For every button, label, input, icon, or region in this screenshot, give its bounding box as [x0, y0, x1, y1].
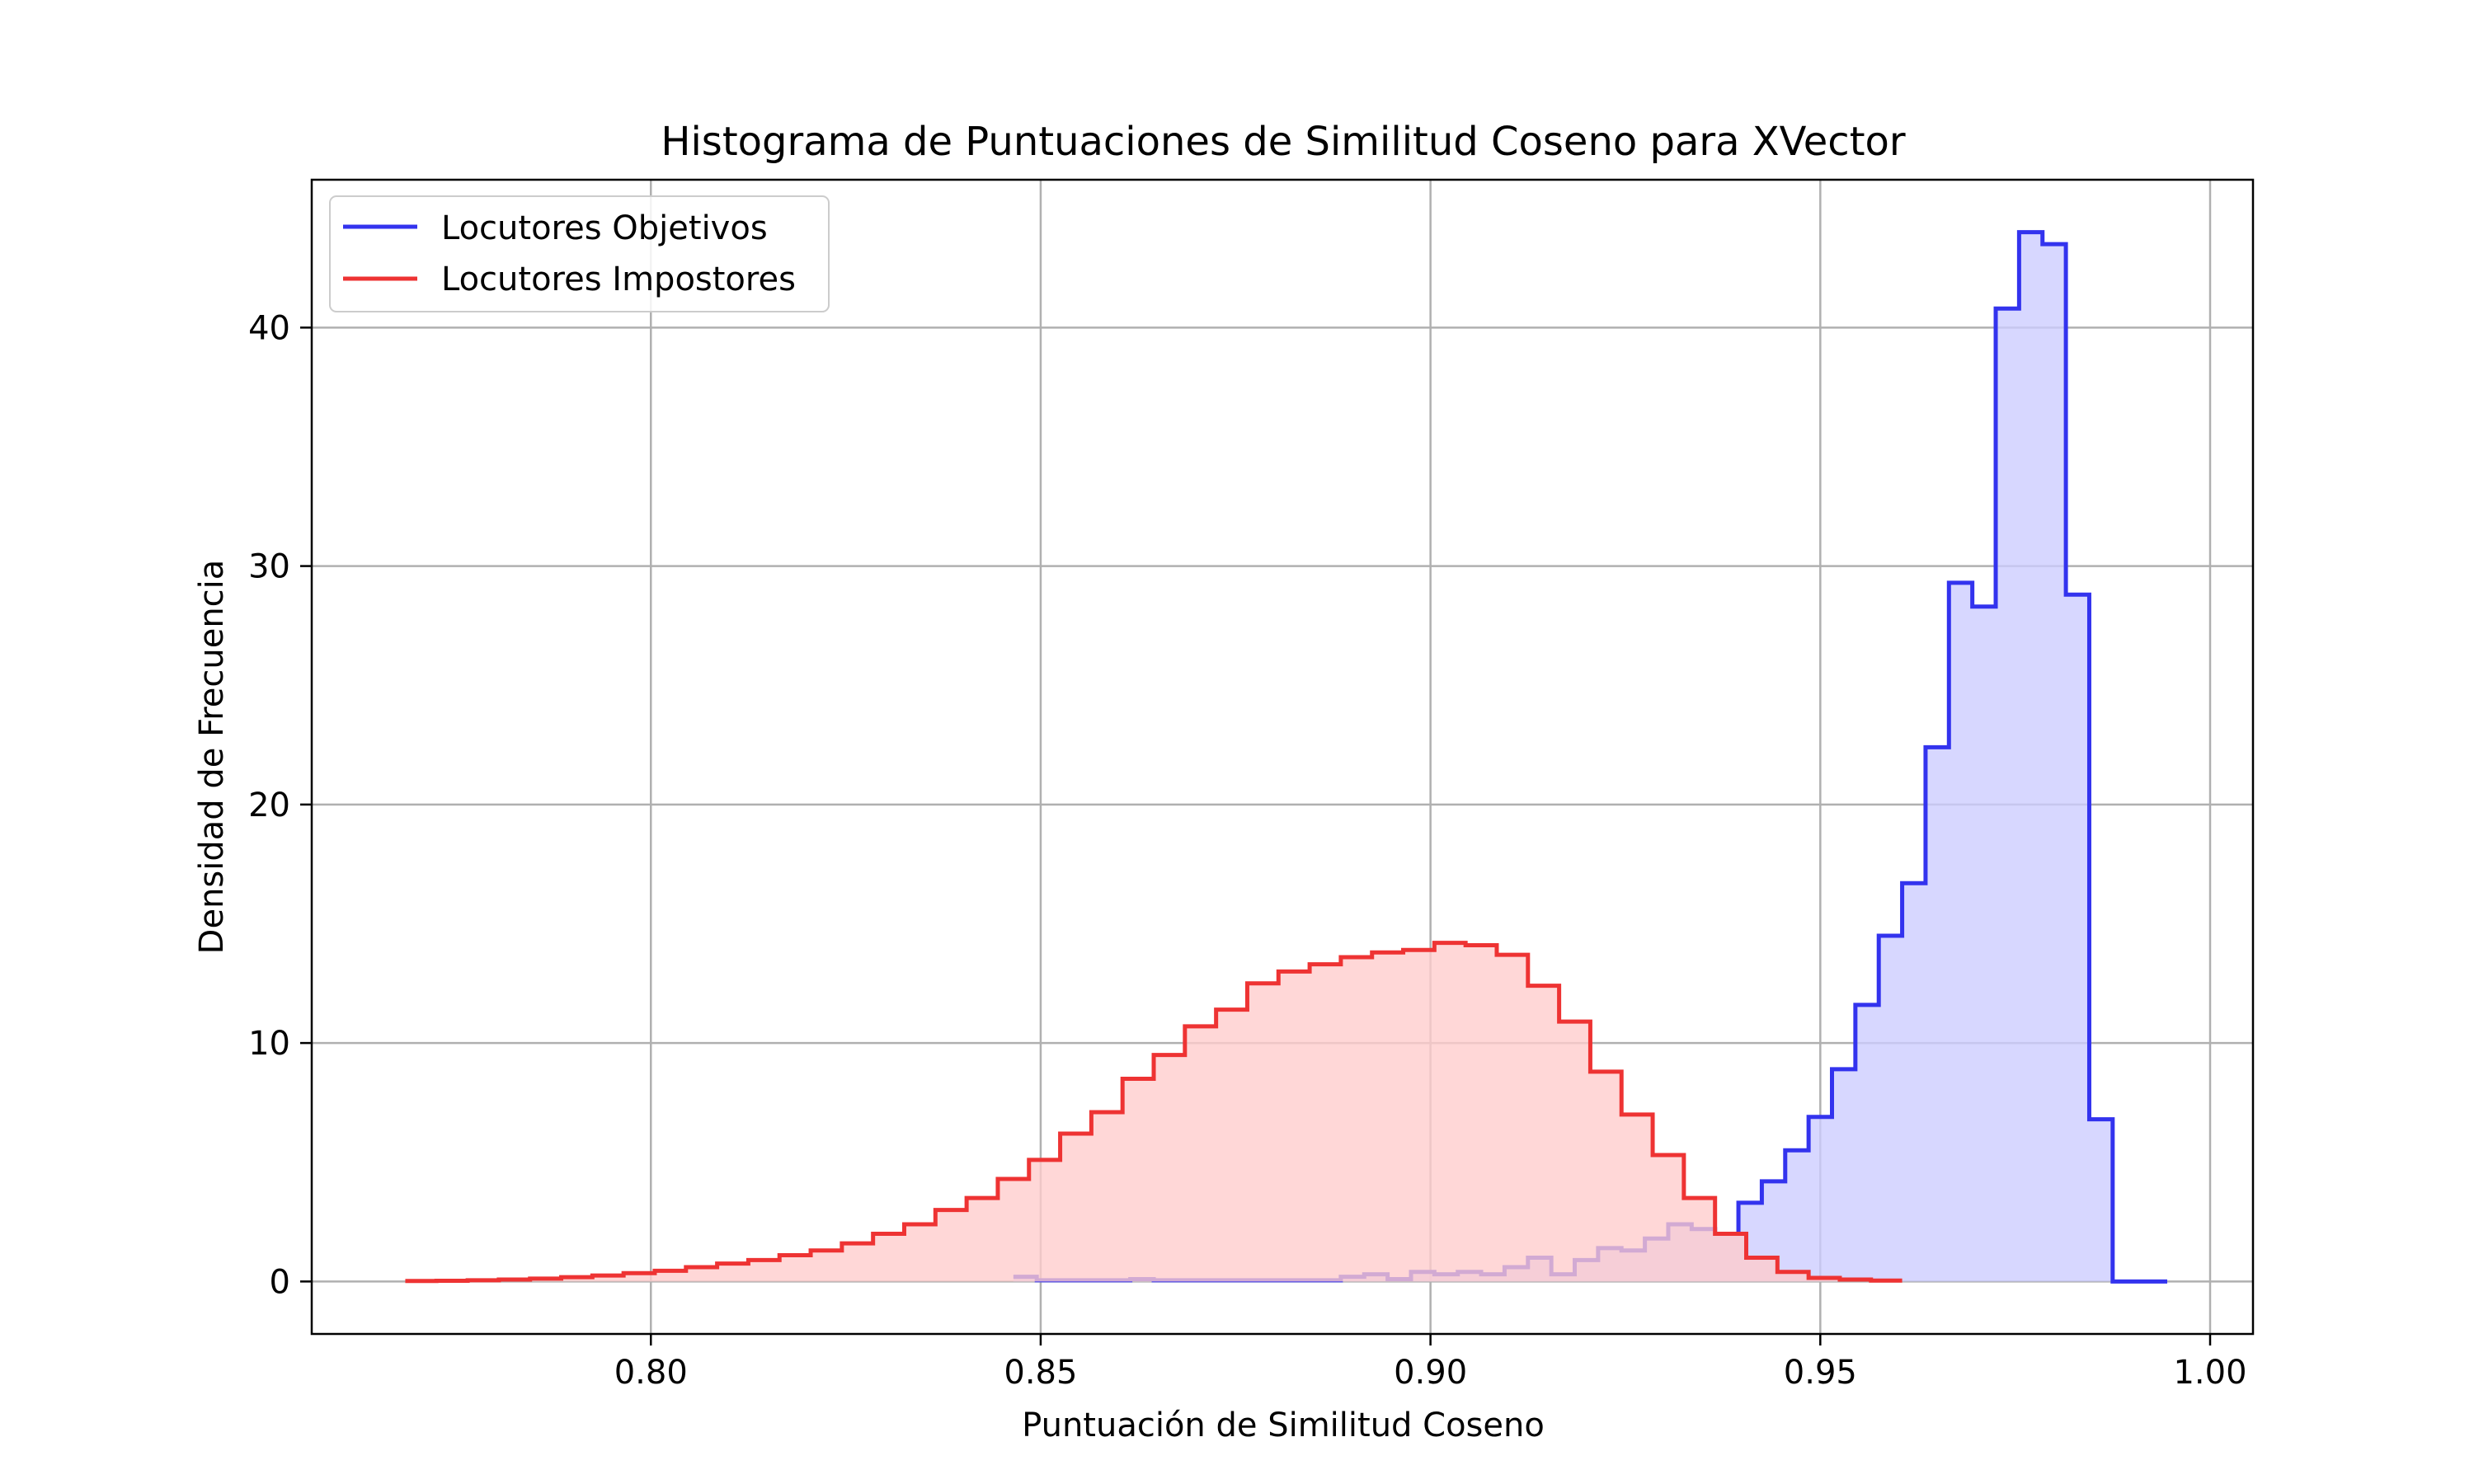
x-tick-label: 0.95	[1784, 1354, 1857, 1392]
y-tick-label: 40	[248, 309, 290, 347]
x-tick-label: 0.90	[1394, 1354, 1467, 1392]
series-0-fill	[1013, 232, 2168, 1282]
y-axis-label: Densidad de Frecuencia	[193, 560, 231, 955]
ticks: 0.80 0.85 0.90 0.95 1.00 0 10 20 30 40	[248, 309, 2246, 1392]
series-layer	[405, 230, 2168, 1284]
legend-box	[329, 195, 830, 312]
legend-label-impostores: Locutores Impostores	[441, 261, 796, 298]
x-tick-label: 1.00	[2173, 1354, 2246, 1392]
plot-frame	[310, 178, 2255, 1336]
x-axis-label: Puntuación de Similitud Coseno	[1022, 1407, 1545, 1444]
x-tick-label: 0.80	[614, 1354, 688, 1392]
legend-label-objetivos: Locutores Objetivos	[441, 209, 768, 247]
x-tick-label: 0.85	[1004, 1354, 1077, 1392]
y-tick-label: 10	[248, 1025, 290, 1063]
y-tick-label: 20	[248, 787, 290, 824]
series-1-step-line	[405, 941, 1903, 1284]
legend: Locutores Objetivos Locutores Impostores	[329, 195, 830, 312]
y-tick-label: 0	[270, 1263, 290, 1301]
chart-title: Histograma de Puntuaciones de Similitud …	[661, 119, 1906, 165]
y-tick-label: 30	[248, 548, 290, 586]
series-1-fill	[405, 942, 1903, 1282]
